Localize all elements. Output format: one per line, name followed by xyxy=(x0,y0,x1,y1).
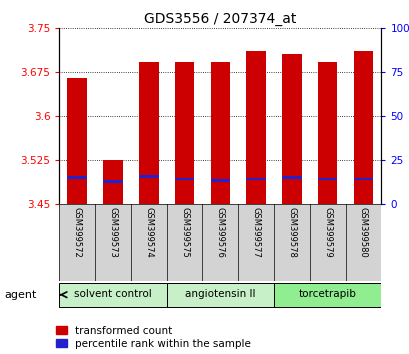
Text: GSM399578: GSM399578 xyxy=(287,207,296,258)
Text: GSM399573: GSM399573 xyxy=(108,207,117,258)
Text: GSM399577: GSM399577 xyxy=(251,207,260,258)
FancyBboxPatch shape xyxy=(273,283,380,307)
Bar xyxy=(67,176,87,179)
Text: torcetrapib: torcetrapib xyxy=(298,289,356,299)
Text: solvent control: solvent control xyxy=(74,289,152,299)
FancyBboxPatch shape xyxy=(59,283,166,307)
Text: GSM399572: GSM399572 xyxy=(73,207,82,258)
Bar xyxy=(246,51,265,204)
Bar xyxy=(67,78,87,204)
Text: GSM399575: GSM399575 xyxy=(180,207,189,258)
Text: GSM399574: GSM399574 xyxy=(144,207,153,258)
Bar xyxy=(210,179,229,182)
Text: GSM399579: GSM399579 xyxy=(322,207,331,258)
Text: GSM399576: GSM399576 xyxy=(216,207,224,258)
Bar xyxy=(353,178,372,181)
Text: agent: agent xyxy=(4,290,36,300)
Bar xyxy=(103,181,123,183)
Bar xyxy=(246,178,265,181)
Bar xyxy=(210,62,229,204)
Bar xyxy=(317,178,337,181)
Bar xyxy=(317,62,337,204)
Legend: transformed count, percentile rank within the sample: transformed count, percentile rank withi… xyxy=(56,326,250,349)
Bar xyxy=(174,178,194,181)
Bar xyxy=(281,176,301,179)
Bar xyxy=(103,160,123,204)
Title: GDS3556 / 207374_at: GDS3556 / 207374_at xyxy=(144,12,296,26)
Text: angiotensin II: angiotensin II xyxy=(185,289,255,299)
Bar xyxy=(174,62,194,204)
Bar xyxy=(139,175,158,178)
Text: GSM399580: GSM399580 xyxy=(358,207,367,258)
FancyBboxPatch shape xyxy=(166,283,273,307)
Bar xyxy=(281,54,301,204)
Bar xyxy=(353,51,372,204)
Bar xyxy=(139,62,158,204)
